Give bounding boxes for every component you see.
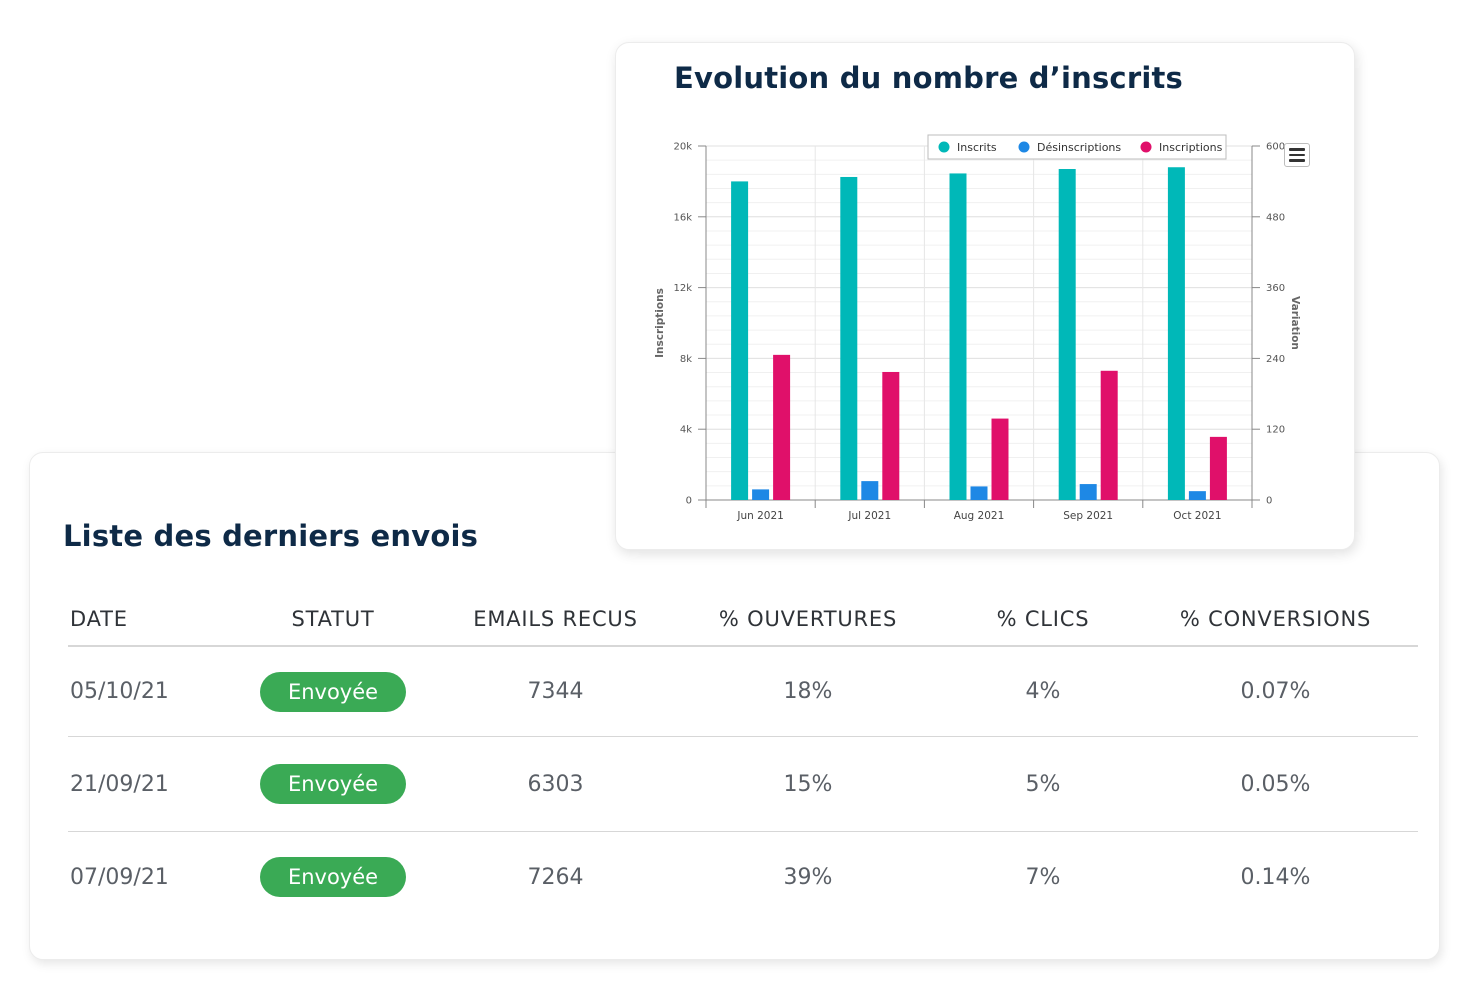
legend-item: Désinscriptions [1037,141,1121,154]
cell-statut: Envoyée [258,832,408,922]
bar-inscrits [949,173,967,500]
cell-emails: 7264 [527,864,584,890]
cell-date: 05/10/21 [70,679,169,704]
bar-desinscriptions [1188,491,1206,500]
bar-inscriptions [882,371,900,500]
cell-clics: 7% [1025,864,1061,890]
bar-desinscriptions [970,486,988,500]
y2-tick-label: 240 [1266,354,1285,365]
bar-desinscriptions [752,489,770,500]
table-row[interactable]: 07/09/21 Envoyée 7264 39% 7% 0.14% [68,832,1418,922]
column-header-conversions[interactable]: % CONVERSIONS [1179,607,1372,631]
y2-axis-label: Variation [1289,296,1301,350]
column-header-statut[interactable]: STATUT [291,607,375,631]
status-badge: Envoyée [260,671,406,712]
cell-conversions: 0.07% [1240,679,1311,704]
legend [927,134,1227,160]
y-tick-label: 4k [680,425,692,436]
y-tick-label: 20k [673,142,692,153]
table-header-row: DATE STATUT EMAILS RECUS % OUVERTURES % … [68,593,1418,647]
cell-statut: Envoyée [258,647,408,736]
y2-tick-label: 120 [1266,425,1285,436]
bar-inscriptions [1209,436,1227,500]
y2-tick-label: 360 [1266,283,1285,294]
column-header-clics[interactable]: % CLICS [996,607,1090,631]
cell-emails: 6303 [527,771,584,797]
y2-tick-label: 600 [1266,142,1285,153]
y2-tick-label: 0 [1266,496,1272,507]
cell-clics: 4% [1025,679,1061,704]
column-header-ouvertures[interactable]: % OUVERTURES [718,607,898,631]
table-row[interactable]: 21/09/21 Envoyée 6303 15% 5% 0.05% [68,737,1418,832]
bar-inscrits [840,176,858,500]
bar-inscriptions [991,418,1009,500]
y-tick-label: 12k [673,283,692,294]
legend-item: Inscrits [957,141,997,154]
bar-inscriptions [773,354,791,500]
cell-date: 21/09/21 [70,771,169,797]
subscribers-chart-card: Evolution du nombre d’inscrits 0 4k 8k 12k 1… [615,42,1355,550]
cell-date: 07/09/21 [70,864,169,890]
legend-marker [1140,141,1152,153]
cell-ouvertures: 15% [783,771,833,797]
bar-inscrits [1058,169,1076,500]
bar-inscriptions [1100,370,1118,500]
x-tick-label: Sep 2021 [1063,510,1113,522]
chart-title: Evolution du nombre d’inscrits [674,61,1183,95]
cell-ouvertures: 39% [783,864,833,890]
recent-sends-table: DATE STATUT EMAILS RECUS % OUVERTURES % … [68,593,1418,922]
table-row[interactable]: 05/10/21 Envoyée 7344 18% 4% 0.07% [68,647,1418,737]
bar-desinscriptions [1079,484,1097,500]
status-badge: Envoyée [260,764,406,804]
cell-clics: 5% [1025,771,1061,797]
cell-ouvertures: 18% [783,679,833,704]
legend-marker [1018,141,1030,153]
bar-inscrits [731,181,749,500]
x-tick-label: Jun 2021 [736,510,783,522]
x-tick-label: Jul 2021 [847,510,891,522]
column-header-emails[interactable]: EMAILS RECUS [473,607,638,631]
y2-tick-label: 480 [1266,212,1285,223]
table-title: Liste des derniers envois [63,519,479,553]
cell-statut: Envoyée [258,737,408,831]
subscribers-chart: 0 4k 8k 12k 16k 20k 0 120 240 360 480 600 Inscriptio… [654,134,1301,522]
cell-conversions: 0.05% [1240,771,1311,797]
x-tick-label: Aug 2021 [954,510,1005,522]
column-header-date[interactable]: DATE [70,607,128,631]
hamburger-menu-icon[interactable] [1284,143,1310,167]
legend-marker [938,141,950,153]
legend-item: Inscriptions [1159,141,1223,154]
y-axis-label: Inscriptions [654,288,666,358]
cell-conversions: 0.14% [1240,864,1311,890]
y-tick-label: 8k [680,354,692,365]
y-tick-label: 16k [673,212,692,223]
cell-emails: 7344 [527,679,584,704]
x-tick-label: Oct 2021 [1173,510,1221,522]
bar-desinscriptions [861,481,879,500]
status-badge: Envoyée [260,857,406,897]
bar-inscrits [1167,167,1185,500]
y-tick-label: 0 [686,496,692,507]
